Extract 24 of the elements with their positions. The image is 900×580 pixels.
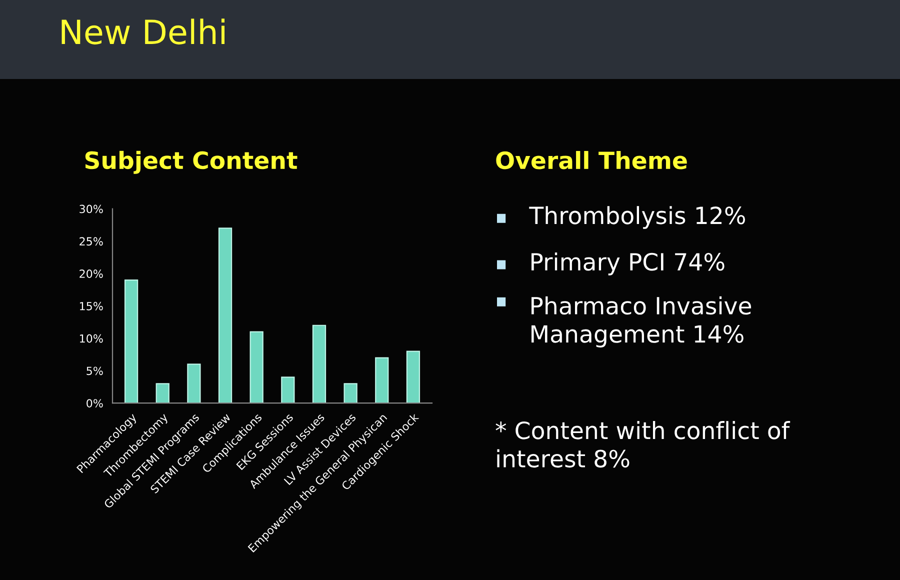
text: Thrombolysis 12% — [529, 206, 746, 229]
bar — [124, 279, 138, 404]
text: Overall Theme — [496, 150, 687, 170]
chart-subtitle: Subject Content — [85, 150, 298, 174]
y-tick-label: 15% — [80, 302, 103, 310]
bar — [250, 331, 264, 404]
bar — [218, 228, 232, 404]
bar — [281, 376, 295, 404]
bar — [156, 383, 170, 404]
bar — [187, 364, 201, 404]
y-tick-label: 30% — [80, 204, 103, 214]
text: Pharmaco Invasive Management 14% — [532, 296, 752, 348]
text: Primary PCI 74% — [532, 252, 724, 276]
bar — [406, 350, 420, 404]
y-tick-label: 20% — [80, 270, 103, 278]
bar — [344, 383, 358, 404]
bar — [375, 357, 389, 404]
y-tick-label: 10% — [80, 334, 103, 343]
y-tick-label: 25% — [80, 237, 103, 246]
text: * Content with conflict of interest 8% — [496, 421, 790, 468]
chart-title: New Delhi — [62, 18, 224, 44]
y-tick-label: 0% — [86, 399, 103, 408]
bar — [312, 324, 326, 404]
y-tick-label: 5% — [86, 366, 103, 376]
